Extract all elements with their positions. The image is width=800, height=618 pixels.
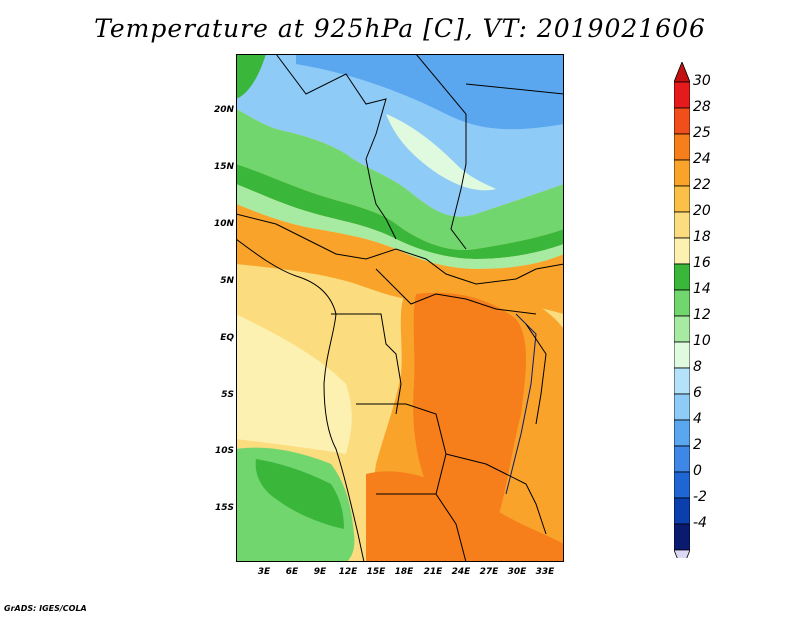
colorbar-swatch xyxy=(674,341,690,369)
colorbar-label: 14 xyxy=(693,281,711,297)
lat-tick-10n: 10N xyxy=(213,219,234,229)
colorbar-label: -4 xyxy=(693,515,707,531)
colorbar-label: 28 xyxy=(693,99,711,115)
lon-tick-18e: 18E xyxy=(394,567,414,577)
colorbar-label: 10 xyxy=(693,333,711,349)
colorbar-swatch xyxy=(674,81,690,109)
colorbar-label: 20 xyxy=(693,203,711,219)
colorbar-label: 4 xyxy=(693,411,702,427)
lon-tick-30e: 30E xyxy=(507,567,527,577)
lon-tick-12e: 12E xyxy=(338,567,358,577)
lon-tick-9e: 9E xyxy=(313,567,327,577)
lat-tick-15s: 15S xyxy=(214,503,234,513)
lat-tick-5s: 5S xyxy=(221,390,234,400)
temperature-map xyxy=(236,54,564,562)
colorbar-label: 22 xyxy=(693,177,711,193)
lon-tick-6e: 6E xyxy=(285,567,299,577)
colorbar-label: 12 xyxy=(693,307,711,323)
map-title: Temperature at 925hPa [C], VT: 201902160… xyxy=(94,14,706,43)
colorbar-label: 25 xyxy=(693,125,711,141)
colorbar-label: 2 xyxy=(693,437,702,453)
colorbar-label: 8 xyxy=(693,359,702,375)
colorbar-swatch xyxy=(674,523,690,551)
lon-tick-27e: 27E xyxy=(479,567,499,577)
colorbar-swatch xyxy=(674,445,690,473)
lon-tick-21e: 21E xyxy=(423,567,443,577)
colorbar-label: 0 xyxy=(693,463,702,479)
lon-tick-15e: 15E xyxy=(366,567,386,577)
colorbar-swatch xyxy=(674,263,690,291)
colorbar-swatch xyxy=(674,289,690,317)
colorbar-top-arrow xyxy=(674,62,690,83)
lat-tick-20n: 20N xyxy=(213,105,234,115)
colorbar-label: 6 xyxy=(693,385,702,401)
lon-tick-3e: 3E xyxy=(257,567,271,577)
colorbar-swatch xyxy=(674,497,690,525)
lat-tick-10s: 10S xyxy=(214,446,234,456)
colorbar-swatch xyxy=(674,237,690,265)
colorbar-swatch xyxy=(674,133,690,161)
colorbar-swatch xyxy=(674,367,690,395)
colorbar-swatch xyxy=(674,315,690,343)
colorbar-swatch xyxy=(674,185,690,213)
colorbar-bottom-arrow xyxy=(674,549,690,558)
colorbar-label: 18 xyxy=(693,229,711,245)
map-panel: 20N 15N 10N 5N EQ 5S 10S 15S 3E 6E 9E 12… xyxy=(214,54,564,577)
colorbar-swatch xyxy=(674,393,690,421)
colorbar-label: -2 xyxy=(693,489,707,505)
colorbar-label: 30 xyxy=(693,73,711,89)
grads-credit: GrADS: IGES/COLA xyxy=(4,604,87,613)
lat-tick-15n: 15N xyxy=(213,162,234,172)
lat-tick-eq: EQ xyxy=(220,333,234,343)
colorbar-swatch xyxy=(674,107,690,135)
colorbar-swatch xyxy=(674,471,690,499)
lon-tick-33e: 33E xyxy=(535,567,555,577)
colorbar-label: 16 xyxy=(693,255,711,271)
colorbar-label: 24 xyxy=(693,151,711,167)
lon-tick-24e: 24E xyxy=(451,567,471,577)
colorbar xyxy=(674,62,690,558)
lat-tick-5n: 5N xyxy=(220,276,234,286)
colorbar-swatch xyxy=(674,159,690,187)
colorbar-swatch xyxy=(674,211,690,239)
colorbar-swatch xyxy=(674,419,690,447)
